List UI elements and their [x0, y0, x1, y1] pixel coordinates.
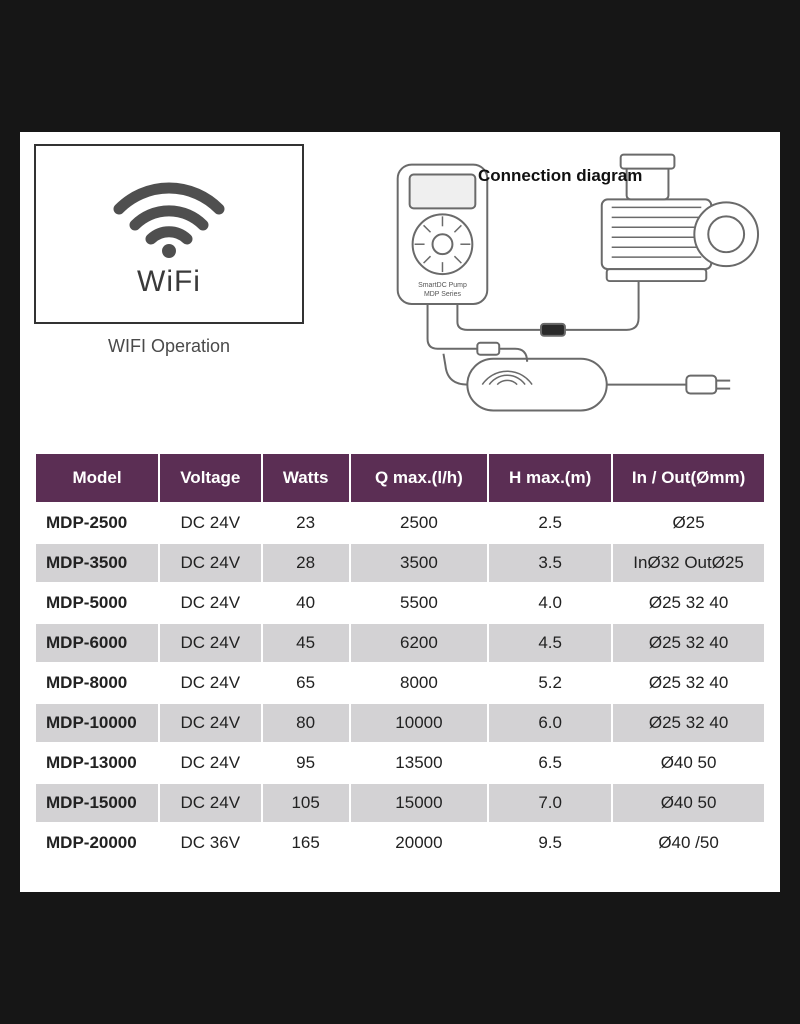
col-h: H max.(m) [489, 454, 611, 502]
table-row: MDP-13000DC 24V95135006.5Ø40 50 [36, 744, 764, 782]
cell-volt: DC 24V [160, 504, 261, 542]
connection-diagram-svg: SmartDC Pump MDP Series [328, 144, 766, 444]
cell-io: InØ32 OutØ25 [613, 544, 764, 582]
cell-watts: 80 [263, 704, 349, 742]
cell-h: 5.2 [489, 664, 611, 702]
spec-sheet: WiFi WIFI Operation Connection diagram [20, 132, 780, 892]
cell-q: 6200 [351, 624, 487, 662]
cell-volt: DC 24V [160, 784, 261, 822]
connection-diagram: Connection diagram [328, 144, 766, 444]
cell-model: MDP-10000 [36, 704, 158, 742]
cell-model: MDP-15000 [36, 784, 158, 822]
cell-watts: 65 [263, 664, 349, 702]
table-row: MDP-15000DC 24V105150007.0Ø40 50 [36, 784, 764, 822]
col-q: Q max.(l/h) [351, 454, 487, 502]
spec-thead: ModelVoltageWattsQ max.(l/h)H max.(m)In … [36, 454, 764, 502]
cell-watts: 40 [263, 584, 349, 622]
cell-io: Ø25 32 40 [613, 624, 764, 662]
table-row: MDP-5000DC 24V4055004.0Ø25 32 40 [36, 584, 764, 622]
cell-io: Ø25 32 40 [613, 704, 764, 742]
wifi-caption: WIFI Operation [34, 336, 304, 357]
table-row: MDP-6000DC 24V4562004.5Ø25 32 40 [36, 624, 764, 662]
cell-h: 6.5 [489, 744, 611, 782]
wifi-box: WiFi [34, 144, 304, 324]
cell-model: MDP-2500 [36, 504, 158, 542]
cell-q: 15000 [351, 784, 487, 822]
cell-volt: DC 24V [160, 544, 261, 582]
cell-io: Ø40 50 [613, 784, 764, 822]
cell-volt: DC 24V [160, 664, 261, 702]
cell-q: 10000 [351, 704, 487, 742]
cell-watts: 95 [263, 744, 349, 782]
col-watts: Watts [263, 454, 349, 502]
cell-q: 20000 [351, 824, 487, 862]
cell-model: MDP-6000 [36, 624, 158, 662]
cell-model: MDP-8000 [36, 664, 158, 702]
diagram-title: Connection diagram [478, 166, 642, 186]
spec-table: ModelVoltageWattsQ max.(l/h)H max.(m)In … [34, 452, 766, 864]
table-row: MDP-3500DC 24V2835003.5InØ32 OutØ25 [36, 544, 764, 582]
col-io: In / Out(Ømm) [613, 454, 764, 502]
wifi-icon [109, 169, 229, 259]
table-row: MDP-2500DC 24V2325002.5Ø25 [36, 504, 764, 542]
cell-io: Ø40 50 [613, 744, 764, 782]
cell-model: MDP-20000 [36, 824, 158, 862]
cell-q: 2500 [351, 504, 487, 542]
cell-q: 3500 [351, 544, 487, 582]
cell-h: 4.5 [489, 624, 611, 662]
wifi-block: WiFi WIFI Operation [34, 144, 304, 444]
cell-h: 4.0 [489, 584, 611, 622]
cell-h: 6.0 [489, 704, 611, 742]
col-model: Model [36, 454, 158, 502]
cell-io: Ø25 32 40 [613, 584, 764, 622]
top-row: WiFi WIFI Operation Connection diagram [34, 144, 766, 444]
cell-q: 13500 [351, 744, 487, 782]
cell-watts: 28 [263, 544, 349, 582]
cell-watts: 165 [263, 824, 349, 862]
cell-q: 8000 [351, 664, 487, 702]
cell-watts: 45 [263, 624, 349, 662]
cell-model: MDP-5000 [36, 584, 158, 622]
controller-line2: MDP Series [424, 291, 461, 298]
cell-io: Ø40 /50 [613, 824, 764, 862]
cell-q: 5500 [351, 584, 487, 622]
cell-volt: DC 24V [160, 704, 261, 742]
table-row: MDP-8000DC 24V6580005.2Ø25 32 40 [36, 664, 764, 702]
cell-h: 3.5 [489, 544, 611, 582]
table-row: MDP-20000DC 36V165200009.5Ø40 /50 [36, 824, 764, 862]
cell-model: MDP-3500 [36, 544, 158, 582]
cell-io: Ø25 [613, 504, 764, 542]
cell-volt: DC 24V [160, 584, 261, 622]
wifi-label: WiFi [137, 265, 201, 299]
controller-line1: SmartDC Pump [418, 282, 467, 289]
cell-volt: DC 24V [160, 744, 261, 782]
cell-io: Ø25 32 40 [613, 664, 764, 702]
cell-h: 7.0 [489, 784, 611, 822]
cell-volt: DC 24V [160, 624, 261, 662]
cell-h: 9.5 [489, 824, 611, 862]
spec-tbody: MDP-2500DC 24V2325002.5Ø25MDP-3500DC 24V… [36, 504, 764, 862]
cell-model: MDP-13000 [36, 744, 158, 782]
col-volt: Voltage [160, 454, 261, 502]
cell-volt: DC 36V [160, 824, 261, 862]
table-row: MDP-10000DC 24V80100006.0Ø25 32 40 [36, 704, 764, 742]
cell-watts: 105 [263, 784, 349, 822]
cell-h: 2.5 [489, 504, 611, 542]
cell-watts: 23 [263, 504, 349, 542]
